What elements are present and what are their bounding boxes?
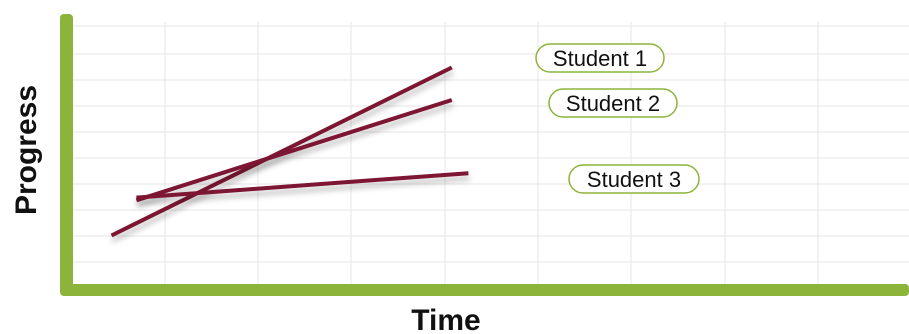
series-line-student-3 [136, 171, 469, 200]
gridlines [72, 22, 909, 287]
y-axis-line [60, 14, 73, 294]
x-axis-line [60, 284, 909, 296]
series-label-student-3: Student 3 [587, 167, 681, 192]
series-line-student-2 [135, 98, 453, 203]
x-axis-label: Time [411, 304, 480, 334]
series-label-box-student-2 [548, 88, 678, 118]
axes [60, 14, 909, 296]
series-label-box-student-3 [568, 164, 700, 194]
series-labels: Student 1 Student 2 Student 3 [535, 43, 700, 194]
series-label-box-student-1 [535, 43, 665, 73]
y-axis-label: Progress [10, 85, 43, 215]
series-lines [110, 65, 469, 238]
series-line-student-1 [110, 65, 453, 238]
series-label-student-1: Student 1 [553, 46, 647, 71]
series-label-student-2: Student 2 [566, 91, 660, 116]
